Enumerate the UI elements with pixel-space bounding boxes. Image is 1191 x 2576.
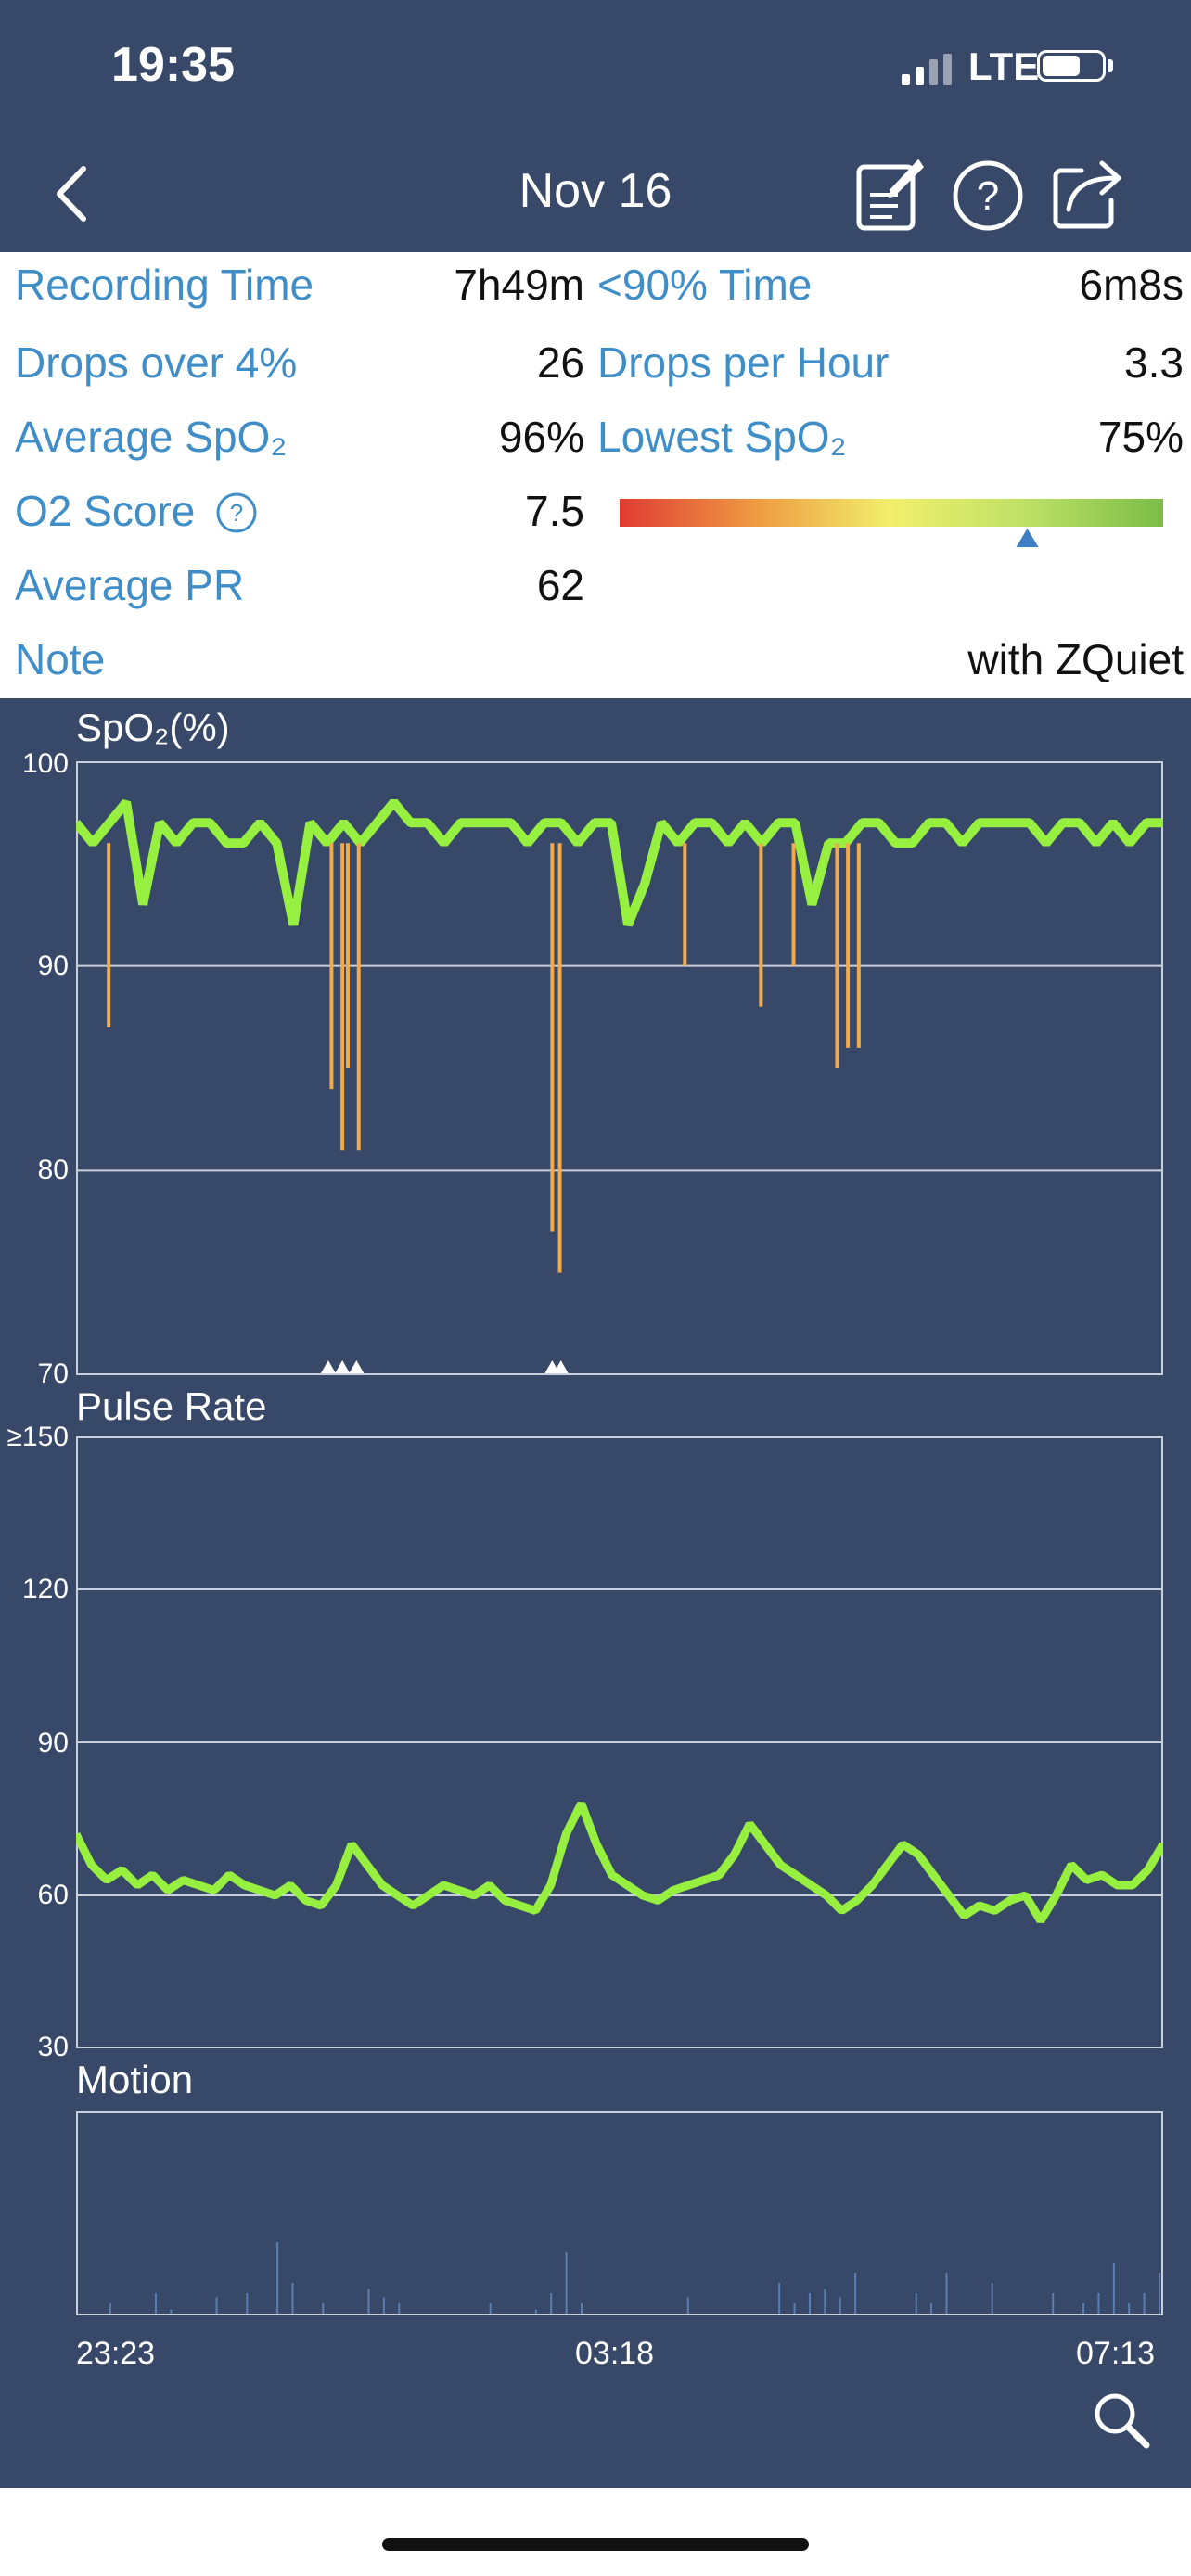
x-tick-end: 07:13: [1076, 2336, 1156, 2371]
o2-score-label: O2 Score: [15, 487, 196, 535]
avg-spo2-value: 96%: [498, 413, 584, 461]
recording-time-label: Recording Time: [15, 261, 314, 309]
spo2-event-marker: [553, 1360, 569, 1373]
network-label: LTE: [968, 45, 1040, 88]
status-time: 19:35: [111, 38, 235, 92]
svg-text:?: ?: [977, 173, 999, 219]
motion-chart[interactable]: [76, 2111, 1163, 2315]
spo2-ytick: 70: [37, 1358, 69, 1389]
spo2-frame: [76, 761, 1163, 1375]
motion-frame: [76, 2111, 1163, 2315]
help-circle-icon[interactable]: ?: [215, 491, 258, 534]
nav-bar: Nov 16 ?: [0, 139, 1191, 252]
spo2-event-marker: [320, 1360, 336, 1373]
signal-icon: [902, 54, 952, 85]
pulse-ytick: 90: [37, 1728, 69, 1758]
help-circle-icon[interactable]: ?: [952, 159, 1024, 232]
o2-score-marker: [1016, 529, 1039, 547]
charts-area: SpO₂(%) 100 90 80 70 Pulse Rate ≥150 120…: [0, 698, 1191, 2488]
spo2-event-marker: [335, 1360, 351, 1373]
status-bar: 19:35 LTE: [0, 0, 1191, 139]
spo2-chart[interactable]: [76, 761, 1163, 1375]
drops-hour-value: 3.3: [1124, 338, 1184, 387]
note-value[interactable]: with ZQuiet: [967, 635, 1184, 683]
spo2-chart-title: SpO₂(%): [76, 706, 230, 749]
o2-score-value: 7.5: [525, 487, 584, 535]
battery-icon: [1037, 50, 1106, 82]
spo2-ytick: 100: [21, 748, 69, 779]
below90-value: 6m8s: [1079, 261, 1184, 309]
page-title: Nov 16: [519, 164, 672, 218]
recording-time-value: 7h49m: [454, 261, 584, 309]
below90-label: <90% Time: [597, 261, 813, 309]
pulse-ytick: ≥150: [6, 1422, 69, 1452]
share-icon[interactable]: [1050, 158, 1124, 232]
avg-pr-label: Average PR: [15, 561, 245, 609]
x-tick-start: 23:23: [76, 2336, 156, 2371]
svg-text:?: ?: [230, 499, 243, 527]
x-tick-mid: 03:18: [575, 2336, 655, 2371]
home-area: [0, 2488, 1191, 2576]
spo2-series-line: [76, 798, 1163, 927]
edit-note-icon[interactable]: [855, 158, 924, 232]
pulse-chart-title: Pulse Rate: [76, 1384, 267, 1428]
pulse-ytick: 120: [21, 1574, 69, 1604]
magnifier-icon[interactable]: [1091, 2390, 1152, 2451]
drops-label: Drops over 4%: [15, 338, 298, 387]
spo2-ytick: 90: [37, 950, 69, 981]
drops-value: 26: [536, 338, 584, 387]
motion-chart-title: Motion: [76, 2058, 194, 2101]
drops-hour-label: Drops per Hour: [597, 338, 890, 387]
chevron-left-icon[interactable]: [48, 161, 95, 226]
home-indicator[interactable]: [382, 2538, 809, 2551]
lowest-spo2-label: Lowest SpO₂: [597, 413, 847, 461]
summary-panel: Recording Time 7h49m <90% Time 6m8s Drop…: [0, 252, 1191, 698]
spo2-ytick: 80: [37, 1154, 69, 1185]
pulse-ytick: 60: [37, 1880, 69, 1910]
o2-score-gradient-bar: [620, 499, 1163, 547]
avg-pr-value: 62: [536, 561, 584, 609]
avg-spo2-label: Average SpO₂: [15, 413, 288, 461]
pulse-ytick: 30: [37, 2032, 69, 2062]
spo2-event-marker: [349, 1360, 365, 1373]
pulse-chart[interactable]: [76, 1436, 1163, 2048]
pulse-series-line: [76, 1801, 1163, 1923]
lowest-spo2-value: 75%: [1097, 413, 1184, 461]
note-label: Note: [15, 635, 106, 683]
